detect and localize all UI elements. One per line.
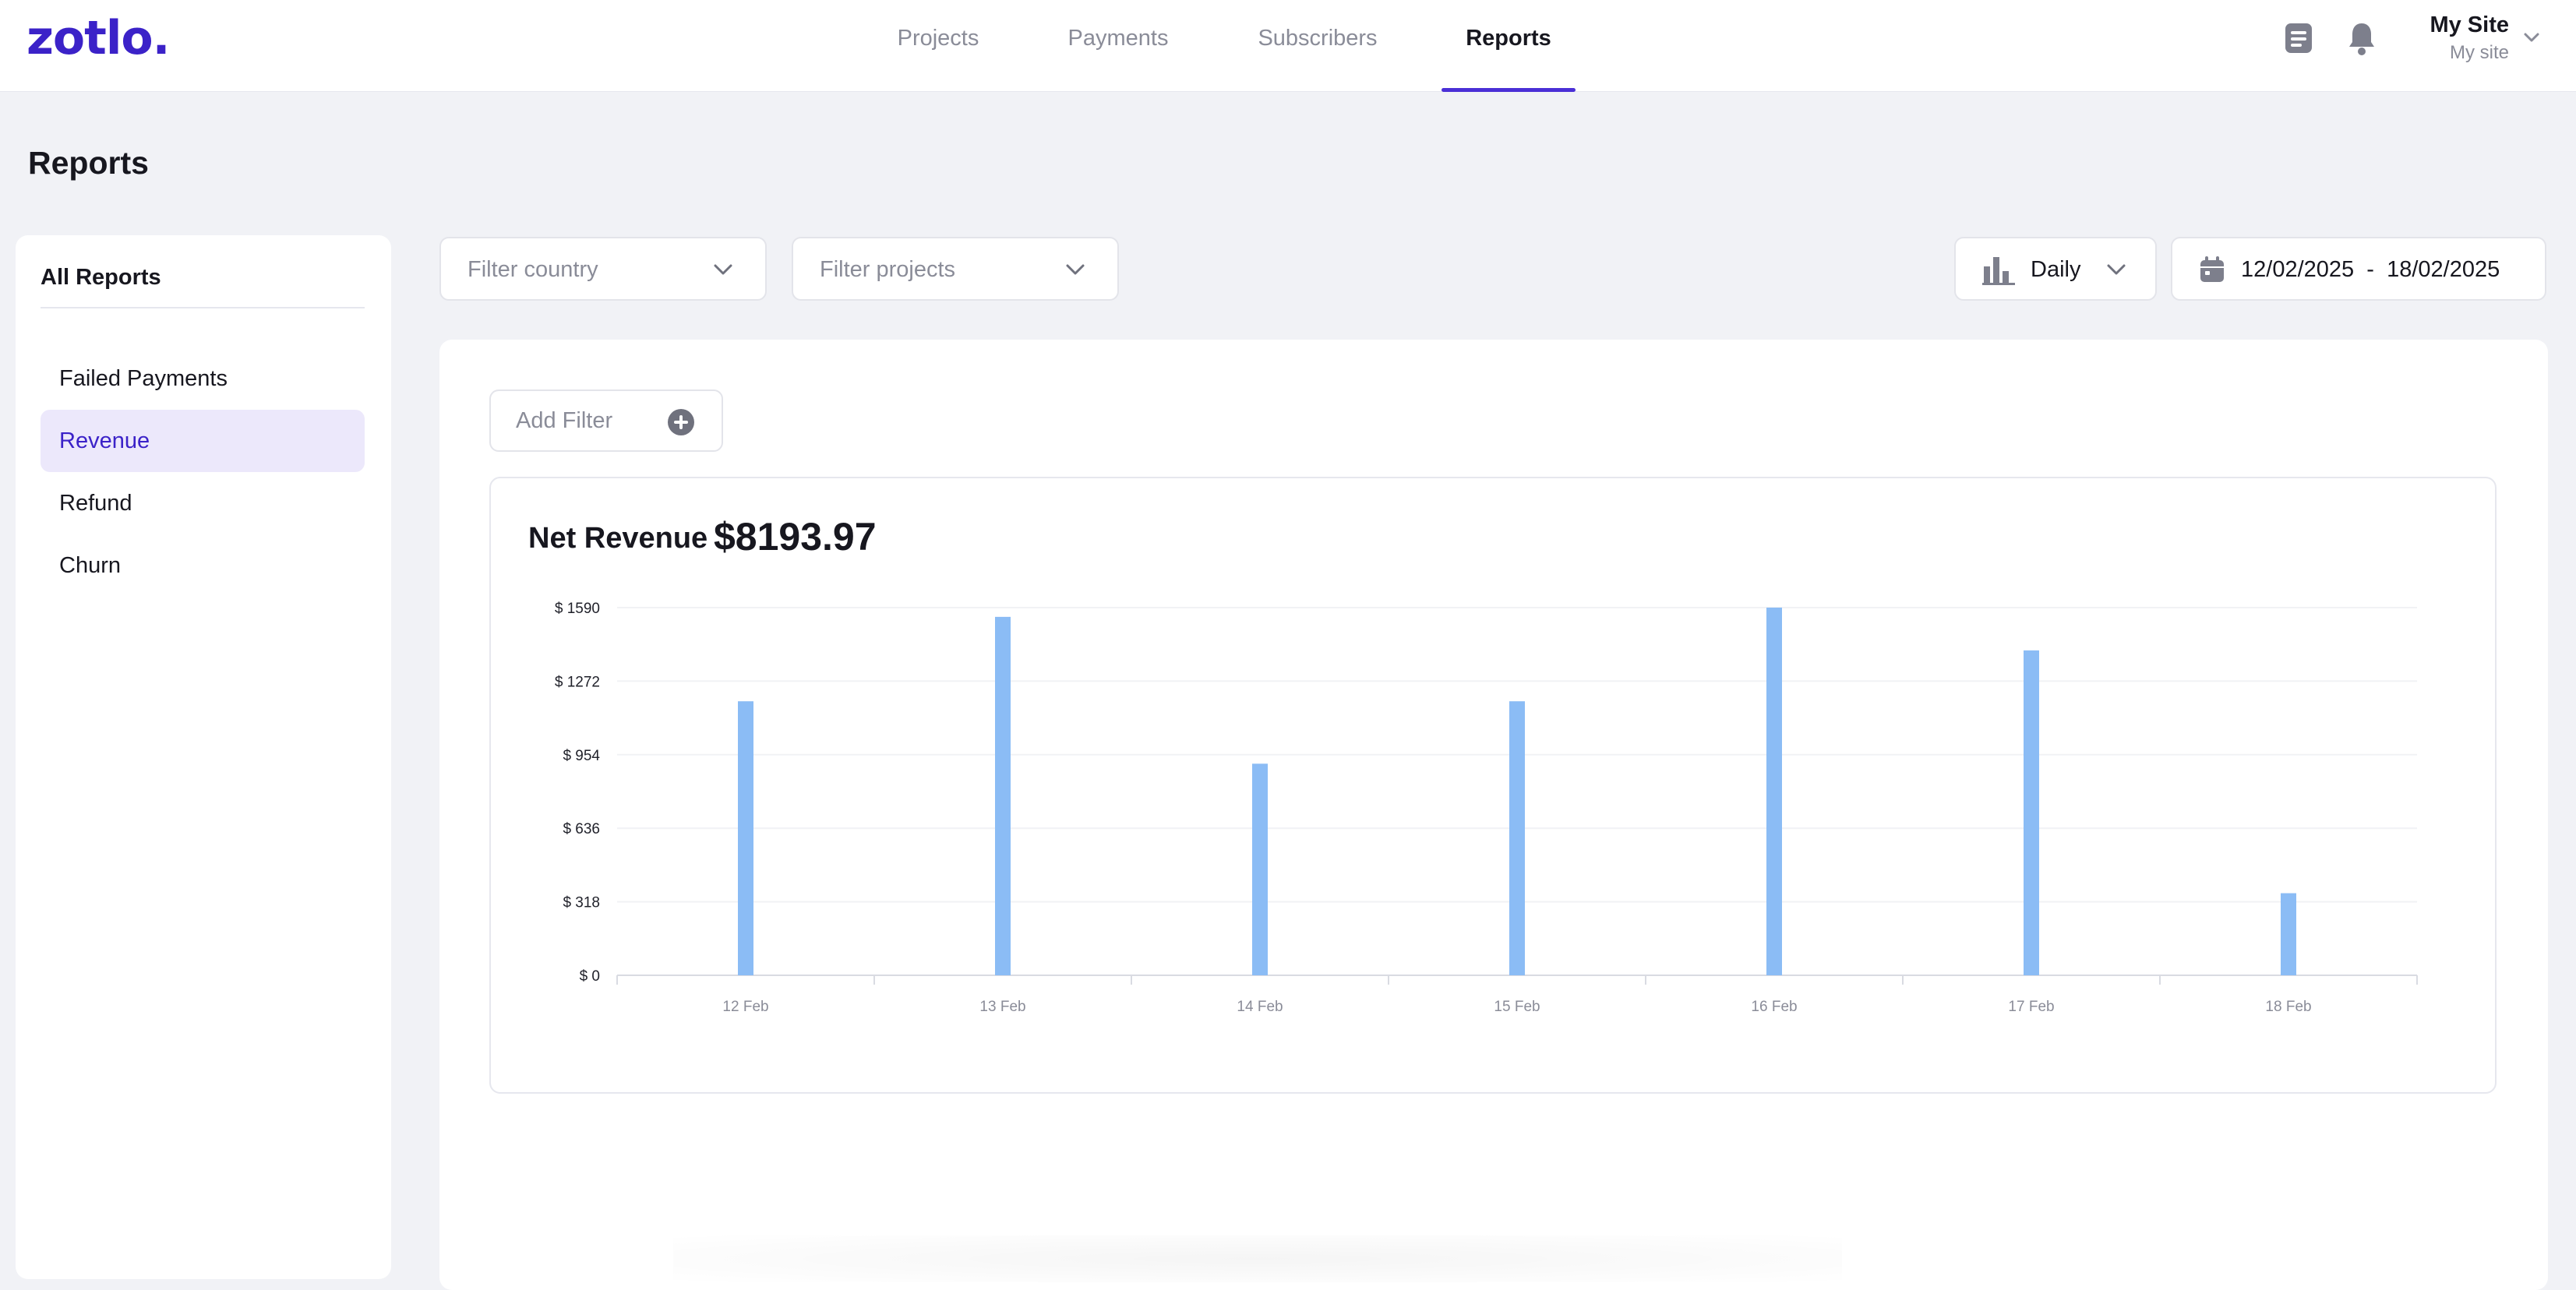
x-tick-label: 13 Feb bbox=[979, 999, 1025, 1015]
nav-tab-reports[interactable]: Reports bbox=[1442, 0, 1576, 92]
date-range-text: 12/02/2025 - 18/02/2025 bbox=[2241, 257, 2500, 283]
net-revenue-value: $8193.97 bbox=[714, 515, 877, 559]
nav-tab-label: Projects bbox=[897, 26, 979, 51]
filter-projects-dropdown[interactable]: Filter projects bbox=[792, 237, 1119, 301]
reports-sidebar: All Reports Failed Payments Revenue Refu… bbox=[16, 235, 391, 1279]
bar-chart-icon bbox=[1982, 257, 2015, 285]
date-range-picker[interactable]: 12/02/2025 - 18/02/2025 bbox=[2171, 237, 2546, 301]
nav-tab-label: Subscribers bbox=[1258, 26, 1378, 51]
date-separator: - bbox=[2366, 257, 2374, 282]
add-filter-label: Add Filter bbox=[516, 408, 613, 433]
x-tick-label: 16 Feb bbox=[1751, 999, 1797, 1015]
y-tick-label: $ 1590 bbox=[555, 601, 600, 617]
revenue-bar-chart: $ 0 $ 318 $ 636 $ 954 $ 1272 $ 1590 12 Feb 13 F… bbox=[555, 601, 2418, 1015]
add-filter-button[interactable]: Add Filter bbox=[489, 389, 723, 452]
interval-dropdown[interactable]: Daily bbox=[1954, 237, 2157, 301]
date-start: 12/02/2025 bbox=[2241, 257, 2355, 282]
x-tick-label: 14 Feb bbox=[1237, 999, 1283, 1015]
bar-17-feb bbox=[2024, 650, 2039, 975]
site-subtitle: My site bbox=[2449, 42, 2509, 63]
calendar-icon bbox=[2200, 256, 2224, 282]
dropdown-placeholder: Filter country bbox=[468, 257, 598, 282]
nav-tab-label: Payments bbox=[1067, 26, 1169, 51]
nav-tab-payments[interactable]: Payments bbox=[1053, 0, 1183, 92]
net-revenue-label: Net Revenue bbox=[528, 522, 708, 555]
x-tick-label: 12 Feb bbox=[722, 999, 768, 1015]
nav-tab-label: Reports bbox=[1466, 26, 1551, 51]
sidebar-item-churn[interactable]: Churn bbox=[59, 553, 121, 578]
y-tick-label: $ 636 bbox=[563, 821, 600, 837]
filter-country-dropdown[interactable]: Filter country bbox=[439, 237, 767, 301]
chevron-down-icon bbox=[714, 264, 732, 275]
sidebar-item-failed-payments[interactable]: Failed Payments bbox=[59, 366, 228, 391]
x-tick-label: 18 Feb bbox=[2265, 999, 2311, 1015]
net-revenue-chart-card: Net Revenue $8193.97 $ 0 $ 318 $ 636 $ 954 $… bbox=[489, 477, 2497, 1094]
x-tick-label: 15 Feb bbox=[1494, 999, 1540, 1015]
date-end: 18/02/2025 bbox=[2387, 257, 2500, 282]
zotlo-logo[interactable]: zotlo. bbox=[26, 11, 170, 65]
bar-15-feb bbox=[1509, 701, 1525, 975]
bar-16-feb bbox=[1766, 608, 1782, 975]
site-name[interactable]: My Site bbox=[2430, 12, 2509, 37]
nav-tab-subscribers[interactable]: Subscribers bbox=[1244, 0, 1392, 92]
y-tick-label: $ 318 bbox=[563, 895, 600, 911]
active-tab-indicator bbox=[1442, 88, 1576, 92]
sidebar-heading: All Reports bbox=[41, 265, 161, 290]
bell-icon[interactable] bbox=[2345, 20, 2378, 58]
plus-circle-icon bbox=[668, 409, 694, 435]
chevron-down-icon bbox=[1066, 264, 1085, 275]
sidebar-item-refund[interactable]: Refund bbox=[59, 491, 132, 516]
document-icon[interactable] bbox=[2283, 20, 2316, 58]
top-navigation-bar: zotlo. Projects Payments Subscribers Rep… bbox=[0, 0, 2576, 92]
y-tick-label: $ 1272 bbox=[555, 674, 600, 690]
sidebar-item-revenue[interactable]: Revenue bbox=[41, 410, 365, 472]
bar-14-feb bbox=[1252, 763, 1268, 975]
bar-13-feb bbox=[995, 616, 1011, 975]
y-tick-label: $ 0 bbox=[580, 968, 600, 985]
bottom-shadow bbox=[673, 1235, 1842, 1282]
chevron-down-icon[interactable] bbox=[2521, 30, 2542, 45]
nav-tab-projects[interactable]: Projects bbox=[877, 0, 999, 92]
x-tick-label: 17 Feb bbox=[2008, 999, 2054, 1015]
bar-18-feb bbox=[2281, 893, 2296, 975]
bar-12-feb bbox=[738, 701, 753, 975]
dropdown-placeholder: Filter projects bbox=[820, 257, 956, 282]
chevron-down-icon bbox=[2107, 264, 2126, 275]
page-title: Reports bbox=[28, 145, 149, 181]
y-tick-label: $ 954 bbox=[563, 748, 600, 764]
report-content-card: Add Filter Net Revenue $8193.97 $ 0 $ 318… bbox=[439, 340, 2548, 1290]
interval-label: Daily bbox=[2031, 257, 2081, 282]
divider bbox=[41, 307, 365, 308]
